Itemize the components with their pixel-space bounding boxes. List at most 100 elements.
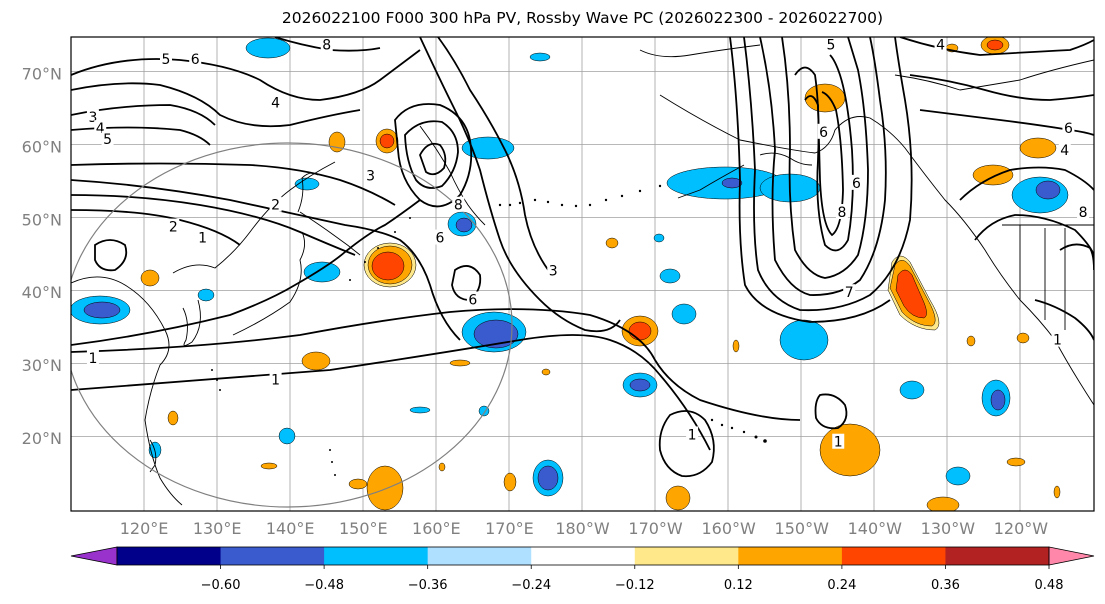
- contour-label-bg: [1051, 331, 1064, 347]
- contour-label: 3: [549, 263, 558, 279]
- lon-tick-label: 180°W: [555, 519, 610, 538]
- contour-label: 2: [169, 220, 178, 236]
- contour-label-bg: [1062, 120, 1075, 136]
- lat-tick-label: 30°N: [22, 356, 62, 375]
- lon-tick-label: 130°E: [193, 519, 242, 538]
- contour-label-bg: [824, 37, 837, 52]
- contour-label-bg: [189, 50, 202, 66]
- lon-tick-label: 130°W: [921, 519, 976, 538]
- colorbar-segment: [324, 547, 429, 565]
- contour-label-bg: [817, 123, 830, 139]
- contour-label-bg: [101, 131, 114, 147]
- lon-tick-label: 170°W: [628, 519, 683, 538]
- colorbar-segment: [841, 547, 946, 565]
- lat-tick-label: 60°N: [22, 137, 62, 156]
- contour-label-bg: [547, 262, 560, 278]
- coastlines: [71, 44, 1094, 506]
- contour-label: 1: [271, 373, 280, 389]
- colorbar-segment: [531, 547, 636, 565]
- contour-label: 5: [826, 37, 835, 53]
- lon-tick-label: 140°W: [848, 519, 903, 538]
- lon-tick-label: 160°W: [701, 519, 756, 538]
- contour-label: 1: [1053, 333, 1062, 349]
- contour-label-bg: [364, 167, 377, 183]
- contour-label: 8: [454, 198, 463, 214]
- colorbar-tick-label: 0.12: [724, 578, 753, 593]
- contour-label-bg: [843, 284, 856, 300]
- colorbar-tick-label: −0.24: [511, 578, 551, 593]
- colorbar-segment: [945, 547, 1050, 565]
- lon-tick-label: 150°W: [775, 519, 830, 538]
- contour-label: 4: [271, 96, 280, 112]
- colorbar-tick-label: −0.36: [408, 578, 448, 593]
- lon-tick-label: 160°E: [412, 519, 461, 538]
- lat-tick-label: 40°N: [22, 283, 62, 302]
- colorbar-segment: [220, 547, 325, 565]
- latitude-labels: 70°N 60°N 50°N 40°N 30°N 20°N: [22, 64, 62, 448]
- contour-label: 1: [88, 351, 97, 367]
- colorbar-tick-label: 0.36: [931, 578, 960, 593]
- contour-label: 8: [837, 205, 846, 221]
- lon-tick-label: 170°E: [485, 519, 534, 538]
- contour-label: 6: [1064, 121, 1073, 137]
- contour-label-bg: [452, 196, 465, 212]
- island-chains: [211, 184, 767, 476]
- contour-label: 8: [322, 37, 331, 53]
- colorbar-tick-label: −0.48: [304, 578, 344, 593]
- colorbar-tick-label: −0.60: [201, 578, 241, 593]
- map-background: [71, 37, 1094, 511]
- contour-label: 6: [468, 293, 477, 309]
- radius-circle: [71, 142, 513, 508]
- contour-label-bg: [320, 37, 333, 52]
- contour-label: 6: [436, 231, 445, 247]
- colorbar-tick-label: −0.12: [615, 578, 655, 593]
- colorbar-segment: [117, 547, 222, 565]
- contour-label-bg: [86, 349, 99, 365]
- contour-label: 6: [819, 125, 828, 141]
- lat-tick-label: 50°N: [22, 210, 62, 229]
- contour-label-bg: [196, 229, 209, 245]
- contour-label-bg: [835, 204, 848, 220]
- contour-label: 1: [834, 435, 843, 451]
- contour-label: 1: [198, 231, 207, 247]
- contour-label-bg: [1077, 204, 1090, 220]
- contour-label: 7: [845, 285, 854, 301]
- lat-tick-label: 70°N: [22, 64, 62, 83]
- contour-label: 4: [936, 37, 945, 53]
- contour-label: 6: [852, 176, 861, 192]
- contour-label-bg: [269, 196, 282, 212]
- contour-label: 8: [1079, 205, 1088, 221]
- contour-label: 1: [688, 427, 697, 443]
- contour-label: 6: [191, 52, 200, 68]
- map-frame: [70, 36, 1095, 512]
- lon-tick-label: 120°W: [994, 519, 1049, 538]
- colorbar-extend-max: [1048, 546, 1095, 566]
- contour-label: 5: [162, 52, 171, 68]
- contour-label-bg: [434, 229, 447, 245]
- colorbar-segment: [427, 547, 532, 565]
- contour-label: 2: [271, 198, 280, 214]
- colorbar-tick-label: 0.48: [1035, 578, 1064, 593]
- lon-tick-label: 150°E: [339, 519, 388, 538]
- contour-label-bg: [159, 50, 172, 66]
- lat-tick-label: 20°N: [22, 429, 62, 448]
- pv-contours: [71, 37, 1094, 478]
- contour-label-bg: [686, 426, 699, 442]
- colorbar: −0.60 −0.48 −0.36 −0.24 −0.12 0.12 0.24 0.36 0.4…: [70, 546, 1095, 593]
- contour-label-bg: [1058, 142, 1071, 158]
- contour-label-bg: [269, 94, 282, 110]
- contour-label-bg: [850, 174, 863, 190]
- colorbar-segment: [634, 547, 739, 565]
- contour-label-bg: [934, 37, 947, 52]
- contour-label: 4: [1060, 143, 1069, 159]
- contour-label: 3: [366, 169, 375, 185]
- colorbar-tick-label: 0.24: [827, 578, 856, 593]
- map-title: 2026022100 F000 300 hPa PV, Rossby Wave …: [281, 9, 884, 27]
- contour-label: 4: [96, 121, 105, 137]
- contour-label-bg: [832, 433, 845, 449]
- colorbar-extend-min: [70, 546, 118, 566]
- contour-label-bg: [167, 218, 180, 234]
